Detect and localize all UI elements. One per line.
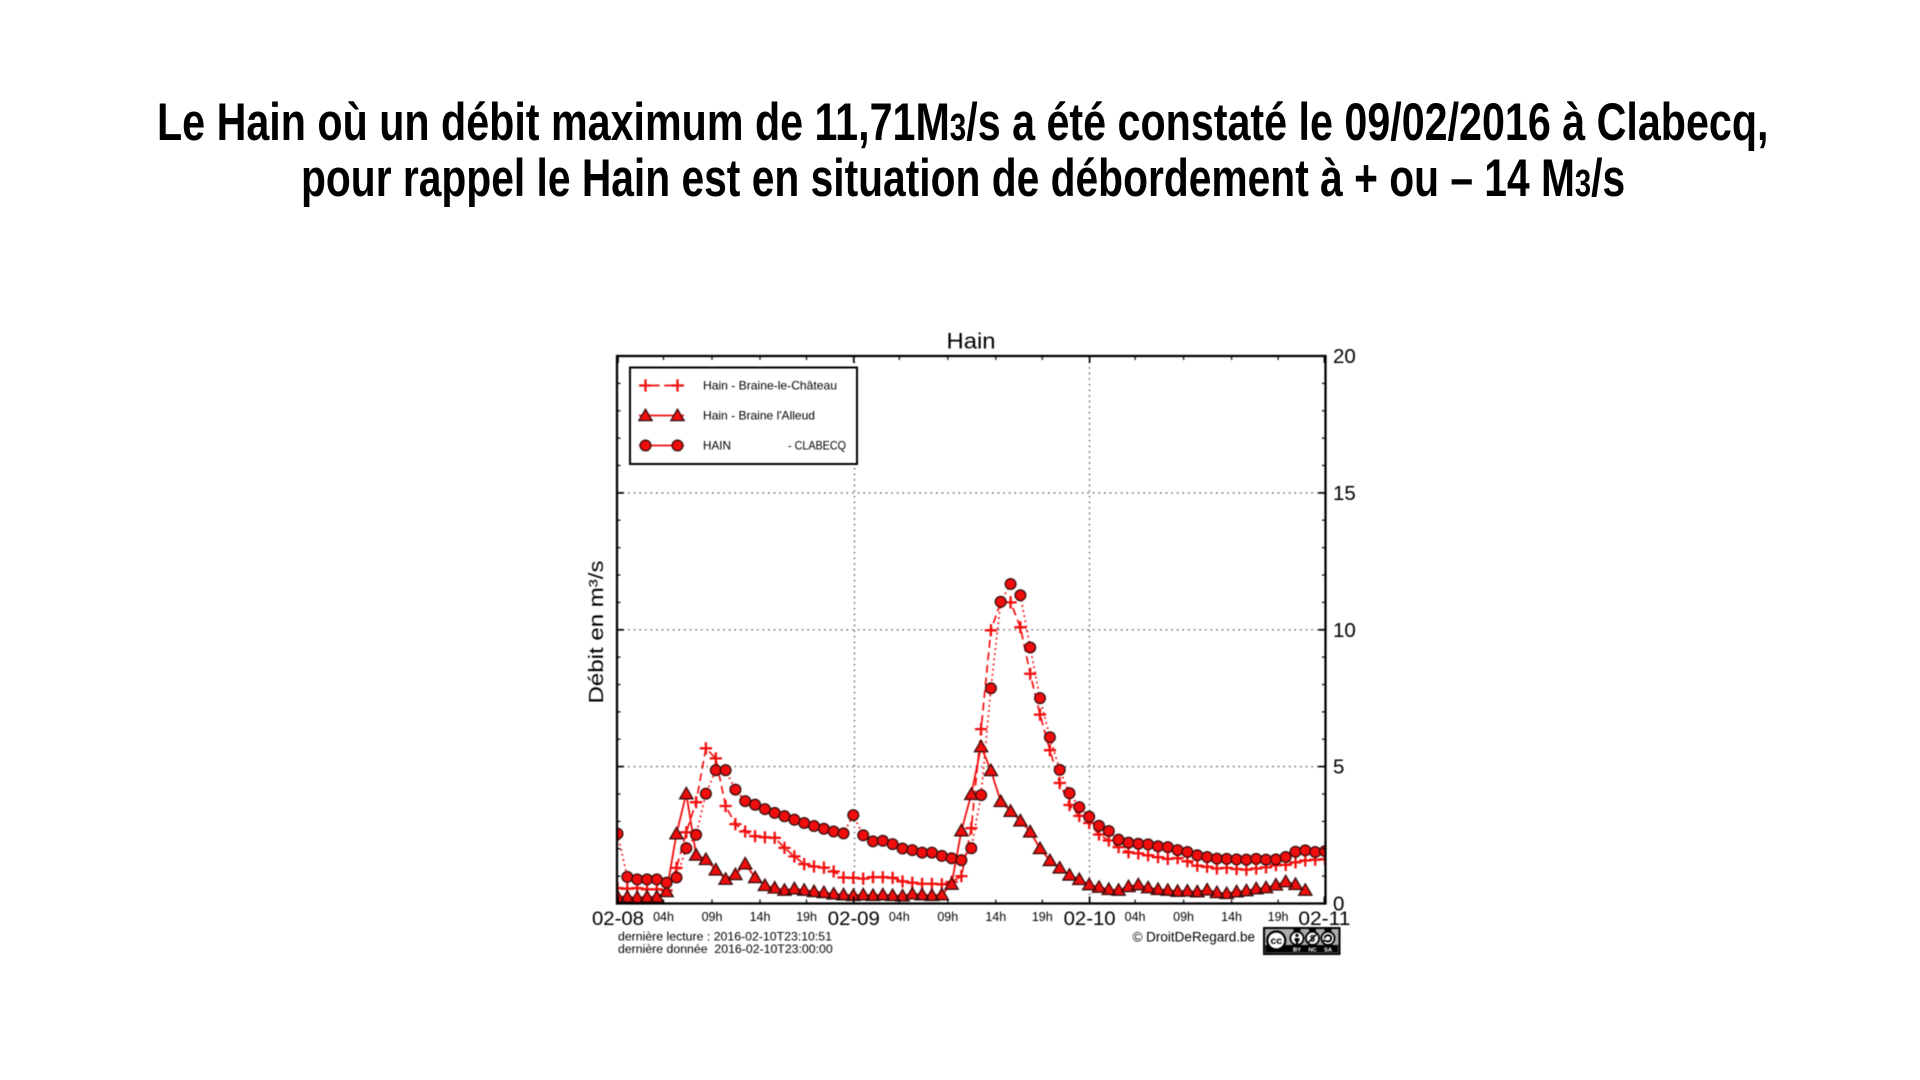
svg-text:BY: BY [1293, 948, 1301, 954]
svg-text:14h: 14h [750, 910, 771, 924]
svg-text:0: 0 [1333, 893, 1344, 916]
svg-text:02-08: 02-08 [592, 909, 644, 930]
svg-text:09h: 09h [702, 910, 723, 924]
svg-text:Hain: Hain [947, 329, 996, 354]
svg-text:dernière donnée 2016-02-10T23: dernière donnée 2016-02-10T23:00:00 [618, 942, 833, 956]
svg-text:14h: 14h [1221, 910, 1242, 924]
svg-text:02-10: 02-10 [1064, 909, 1116, 930]
svg-text:02-09: 02-09 [828, 909, 880, 930]
svg-text:04h: 04h [653, 910, 674, 924]
svg-text:© DroitDeRegard.be: © DroitDeRegard.be [1132, 930, 1255, 945]
svg-text:04h: 04h [889, 910, 910, 924]
svg-text:Débit en m³/s: Débit en m³/s [586, 561, 608, 704]
svg-text:SA: SA [1324, 948, 1333, 954]
svg-text:dernière lecture : 2016-02-10T: dernière lecture : 2016-02-10T23:10:51 [618, 930, 832, 944]
svg-text:14h: 14h [985, 910, 1006, 924]
svg-text:Hain - Braine-le-Château: Hain - Braine-le-Château [703, 379, 837, 393]
svg-text:NC: NC [1308, 948, 1317, 954]
svg-text:09h: 09h [1173, 910, 1194, 924]
svg-text:15: 15 [1333, 482, 1356, 505]
svg-text:20: 20 [1333, 345, 1356, 368]
svg-text:02-11: 02-11 [1298, 909, 1350, 930]
svg-text:04h: 04h [1125, 910, 1146, 924]
svg-text:19h: 19h [796, 910, 817, 924]
svg-text:HAIN: HAIN [703, 439, 731, 453]
svg-text:19h: 19h [1032, 910, 1053, 924]
svg-text:19h: 19h [1268, 910, 1289, 924]
svg-text:5: 5 [1333, 756, 1344, 779]
svg-text:10: 10 [1333, 619, 1356, 642]
svg-text:Hain - Braine l'Alleud: Hain - Braine l'Alleud [703, 409, 815, 423]
svg-text:cc: cc [1270, 935, 1282, 947]
svg-text:09h: 09h [937, 910, 958, 924]
svg-text:- CLABECQ: - CLABECQ [788, 439, 846, 453]
